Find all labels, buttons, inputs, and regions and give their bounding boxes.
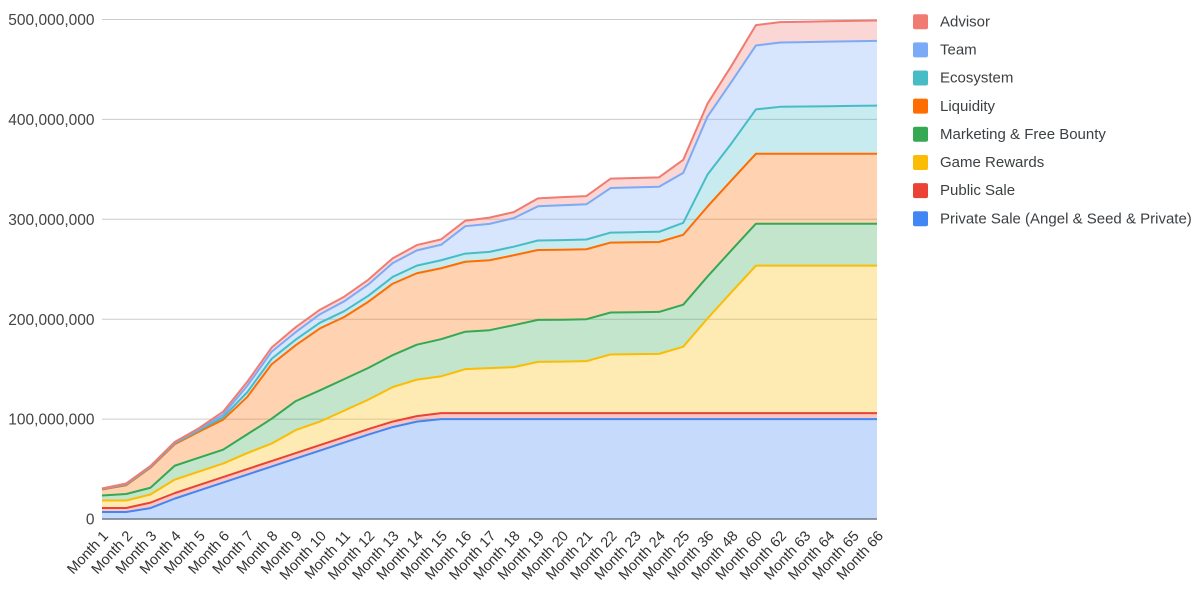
svg-text:Game Rewards: Game Rewards [940,154,1044,171]
svg-text:500,000,000: 500,000,000 [8,12,95,29]
svg-text:Team: Team [940,41,977,58]
svg-text:Ecosystem: Ecosystem [940,70,1013,87]
svg-text:400,000,000: 400,000,000 [8,112,95,129]
svg-text:100,000,000: 100,000,000 [8,412,95,429]
svg-text:300,000,000: 300,000,000 [8,212,95,229]
svg-text:200,000,000: 200,000,000 [8,312,95,329]
svg-text:Liquidity: Liquidity [940,98,996,115]
svg-text:Marketing & Free Bounty: Marketing & Free Bounty [940,126,1106,143]
svg-text:0: 0 [86,512,95,529]
svg-text:Advisor: Advisor [940,13,990,30]
svg-text:Public Sale: Public Sale [940,182,1015,199]
svg-text:Private Sale (Angel & Seed & P: Private Sale (Angel & Seed & Private) [940,210,1192,227]
